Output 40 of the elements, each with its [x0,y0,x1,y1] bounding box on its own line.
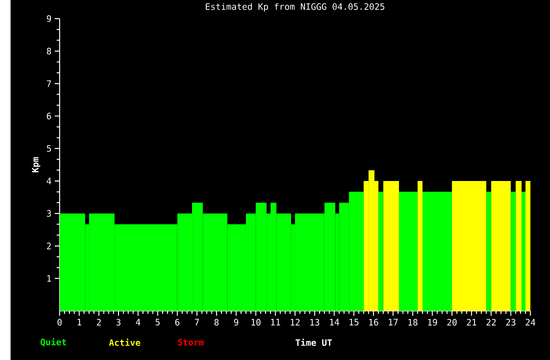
x-tick-label: 14 [330,318,340,326]
x-tick-label: 3 [116,318,120,326]
y-tick-label: 6 [46,112,52,120]
x-tick-label: 10 [252,318,260,326]
x-tick-label: 22 [486,318,496,326]
x-tick-label: 16 [369,318,378,326]
x-tick-label: 19 [428,318,438,326]
y-tick-label: 4 [46,178,52,184]
x-tick-label: 23 [506,318,516,326]
x-tick-label: 18 [408,318,418,326]
y-tick-label: 5 [46,145,51,152]
x-axis-title: Time UT [296,338,332,346]
x-tick-label: 1 [78,318,82,326]
x-tick-label: 6 [175,318,180,326]
x-tick-label: 0 [58,318,62,326]
x-tick-label: 5 [156,318,160,326]
x-tick-label: 21 [466,318,476,326]
x-tick-label: 20 [447,318,457,326]
x-tick-label: 15 [350,318,358,326]
x-tick-label: 9 [234,318,238,326]
x-tick-label: 2 [96,318,101,326]
x-tick-label: 7 [194,318,199,326]
y-tick-label: 3 [46,210,51,217]
text: Quiet [40,338,66,346]
y-axis-title: Kpm [32,157,40,172]
y-tick-label: 7 [46,80,51,87]
y-tick-label: 2 [46,242,51,250]
x-tick-label: 13 [310,318,320,326]
text: Storm [178,338,204,346]
y-tick-label: 8 [46,48,52,54]
y-tick-label: 1 [47,275,52,282]
x-tick-label: 11 [271,318,280,326]
y-tick-label: 9 [46,15,52,22]
x-tick-label: 24 [526,318,536,326]
x-tick-label: 12 [290,318,300,326]
chart-title: Estimated Kp from NIGGG 04.05.2025 [206,3,384,12]
x-tick-label: 4 [136,318,140,326]
text: Active [109,338,140,346]
x-tick-label: 17 [388,318,398,326]
x-tick-label: 8 [214,318,219,326]
